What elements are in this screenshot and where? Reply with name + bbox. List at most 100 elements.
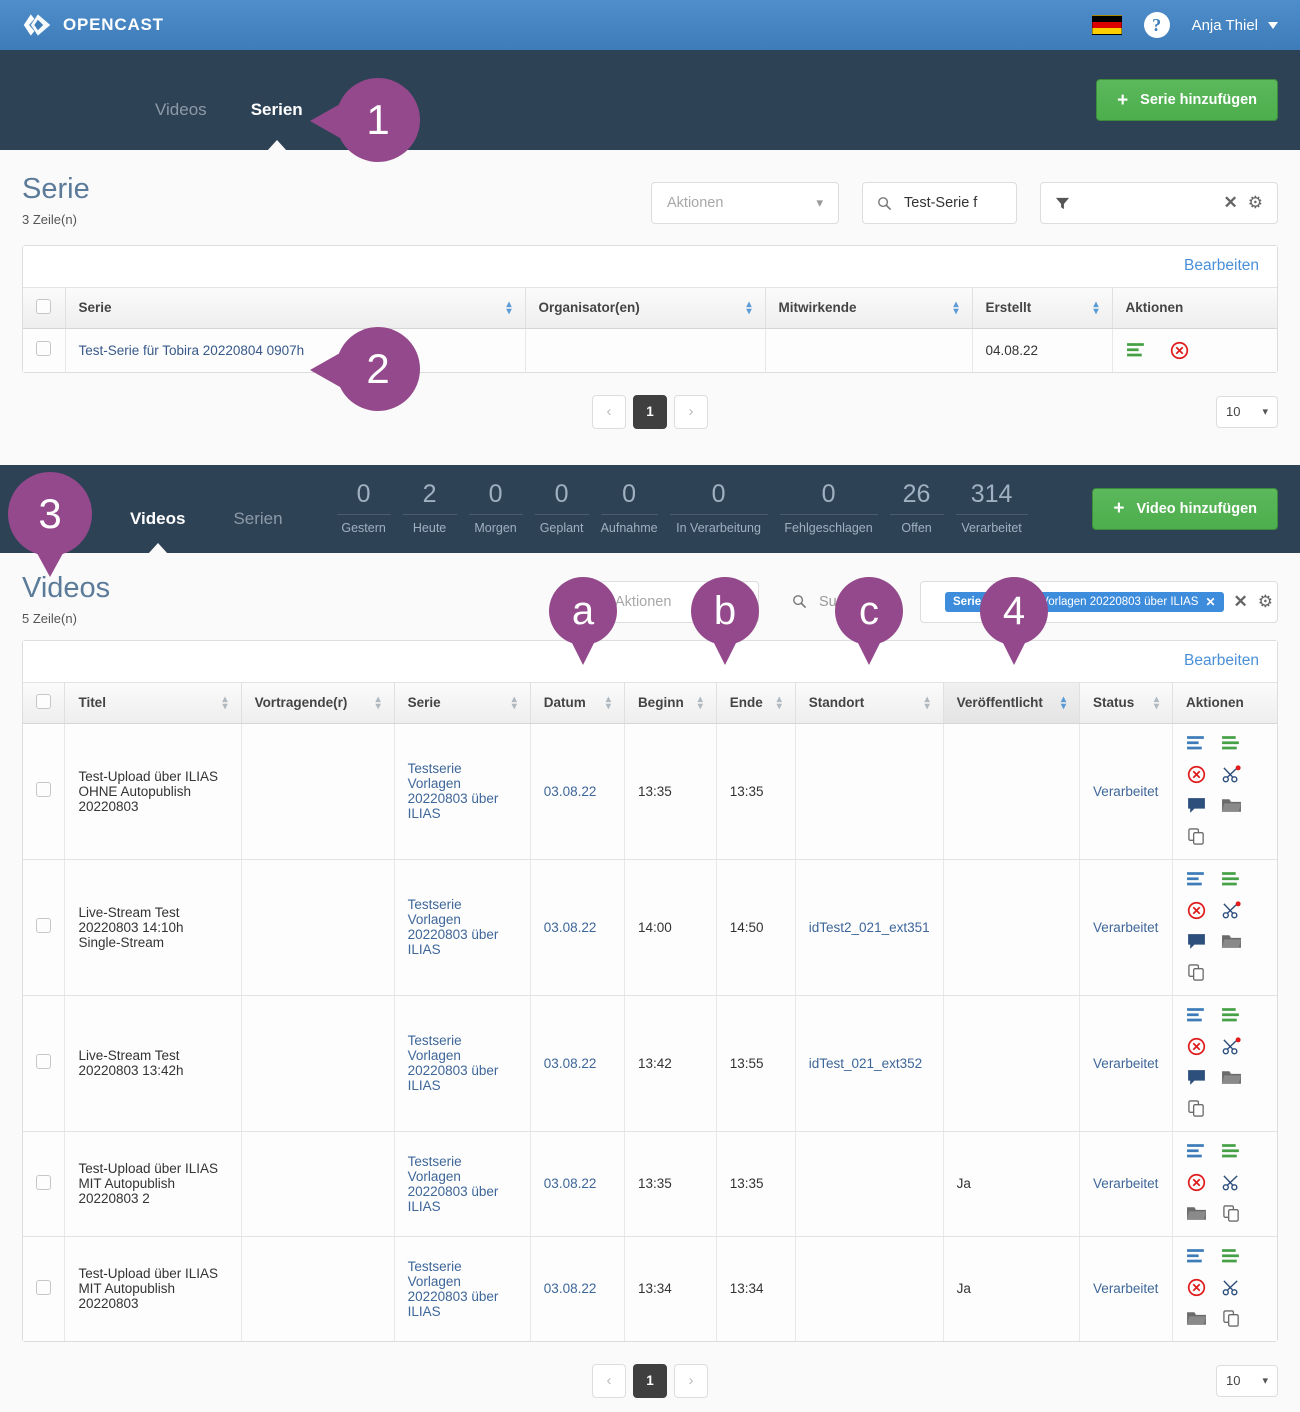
- sort-icon[interactable]: ▴ ▾: [697, 693, 703, 712]
- chevron-down-icon[interactable]: [1268, 21, 1278, 29]
- filter-icon[interactable]: [1055, 196, 1070, 211]
- cut-icon[interactable]: [1221, 1173, 1242, 1195]
- series-search-input[interactable]: Test-Serie f: [862, 182, 1017, 224]
- tab-serien[interactable]: Serien: [233, 508, 283, 528]
- sort-icon[interactable]: ▴ ▾: [776, 693, 782, 712]
- stat-fehlgeschlagen[interactable]: 0 Fehlgeschlagen: [774, 482, 884, 535]
- folder-icon[interactable]: [1186, 1204, 1207, 1226]
- list-green-icon[interactable]: [1221, 1006, 1242, 1028]
- videos-col-standort[interactable]: Standort ▴ ▾: [795, 682, 944, 724]
- series-col-organisator[interactable]: Organisator(en) ▴ ▾: [525, 287, 766, 329]
- sort-icon[interactable]: ▴ ▾: [924, 693, 930, 712]
- sort-icon[interactable]: ▴ ▾: [506, 298, 512, 317]
- series-col-serie[interactable]: Serie ▴ ▾: [65, 287, 526, 329]
- series-link[interactable]: Testserie Vorlagen 20220803 über ILIAS: [407, 897, 499, 958]
- clear-filters-icon[interactable]: ✕: [1233, 591, 1248, 611]
- stat-gestern[interactable]: 0 Gestern: [331, 482, 397, 535]
- copy-icon[interactable]: [1221, 1309, 1242, 1331]
- videos-col-vortragende[interactable]: Vortragende(r) ▴ ▾: [241, 682, 395, 724]
- videos-filter-bar[interactable]: Serie: Testserie Vorlagen 20220803 über …: [920, 580, 1278, 623]
- copy-icon[interactable]: [1186, 963, 1207, 985]
- help-icon[interactable]: ?: [1143, 12, 1170, 38]
- remove-filter-icon[interactable]: ✕: [1205, 594, 1216, 609]
- list-green-icon[interactable]: [1221, 1142, 1242, 1164]
- folder-icon[interactable]: [1221, 1068, 1242, 1090]
- delete-icon[interactable]: [1186, 1173, 1207, 1195]
- series-edit-link[interactable]: Bearbeiten: [1184, 257, 1259, 275]
- series-link[interactable]: Test-Serie für Tobira 20220804 0907h: [78, 342, 305, 358]
- clear-filters-icon[interactable]: ✕: [1223, 193, 1238, 212]
- table-row[interactable]: Test-Upload über ILIAS MIT Autopublish 2…: [23, 1131, 1277, 1237]
- list-green-icon[interactable]: [1126, 341, 1147, 360]
- videos-page-1-button[interactable]: 1: [633, 1363, 667, 1398]
- user-name[interactable]: Anja Thiel: [1191, 16, 1258, 34]
- table-row[interactable]: Test-Upload über ILIAS MIT Autopublish 2…: [23, 1236, 1277, 1341]
- series-page-1-button[interactable]: 1: [633, 394, 667, 429]
- table-row[interactable]: Live-Stream Test 20220803 14:10h Single-…: [23, 859, 1277, 996]
- comment-icon[interactable]: [1186, 1068, 1207, 1090]
- videos-col-veroeffentlicht[interactable]: Veröffentlicht ▴ ▾: [943, 682, 1081, 724]
- videos-col-datum[interactable]: Datum ▴ ▾: [530, 682, 625, 724]
- brand[interactable]: OPENCAST: [22, 12, 164, 38]
- sort-icon[interactable]: ▴ ▾: [1153, 693, 1159, 712]
- delete-icon[interactable]: [1186, 901, 1207, 923]
- table-row[interactable]: Live-Stream Test 20220803 13:42h Testseri…: [23, 995, 1277, 1132]
- series-link[interactable]: Testserie Vorlagen 20220803 über ILIAS: [407, 761, 499, 822]
- gear-icon[interactable]: ⚙: [1257, 591, 1274, 611]
- row-checkbox[interactable]: [36, 1054, 52, 1070]
- comment-icon[interactable]: [1186, 932, 1207, 954]
- series-col-mitwirkende[interactable]: Mitwirkende ▴ ▾: [765, 287, 973, 329]
- row-checkbox[interactable]: [36, 918, 52, 934]
- copy-icon[interactable]: [1186, 1099, 1207, 1121]
- row-checkbox[interactable]: [36, 1174, 52, 1190]
- delete-icon[interactable]: [1169, 341, 1190, 360]
- videos-col-beginn[interactable]: Beginn ▴ ▾: [624, 682, 717, 724]
- delete-icon[interactable]: [1186, 765, 1207, 787]
- select-all-checkbox[interactable]: [36, 693, 52, 709]
- tab-videos-top[interactable]: Videos: [155, 100, 207, 119]
- list-green-icon[interactable]: [1221, 870, 1242, 892]
- table-row[interactable]: Test-Upload über ILIAS OHNE Autopublish …: [23, 723, 1277, 860]
- series-per-page-select[interactable]: 10 ▾: [1216, 395, 1278, 428]
- select-all-checkbox[interactable]: [36, 298, 52, 314]
- row-checkbox[interactable]: [36, 1279, 52, 1295]
- sort-icon[interactable]: ▴ ▾: [511, 693, 517, 712]
- videos-next-page-button[interactable]: ›: [674, 1363, 708, 1398]
- cut-alert-icon[interactable]: [1221, 1037, 1242, 1059]
- delete-icon[interactable]: [1186, 1037, 1207, 1059]
- add-series-button[interactable]: + Serie hinzufügen: [1096, 79, 1278, 121]
- folder-icon[interactable]: [1221, 796, 1242, 818]
- stat-aufnahme[interactable]: 0 Aufnahme: [600, 480, 658, 536]
- cut-alert-icon[interactable]: [1221, 765, 1242, 787]
- row-checkbox[interactable]: [36, 782, 52, 798]
- sort-icon[interactable]: ▴ ▾: [605, 693, 611, 712]
- series-prev-page-button[interactable]: ‹: [592, 394, 626, 429]
- sort-icon[interactable]: ▴ ▾: [222, 693, 228, 712]
- stat-verarbeitet[interactable]: 314 Verarbeitet: [950, 482, 1034, 535]
- delete-icon[interactable]: [1186, 1278, 1207, 1300]
- german-flag-icon[interactable]: [1091, 15, 1122, 35]
- comment-icon[interactable]: [1186, 796, 1207, 818]
- series-link[interactable]: Testserie Vorlagen 20220803 über ILIAS: [407, 1258, 499, 1319]
- series-link[interactable]: Testserie Vorlagen 20220803 über ILIAS: [407, 1153, 499, 1214]
- tab-videos[interactable]: Videos: [130, 509, 185, 533]
- list-blue-icon[interactable]: [1186, 1142, 1207, 1164]
- stat-heute[interactable]: 2 Heute: [397, 482, 463, 535]
- videos-edit-link[interactable]: Bearbeiten: [1184, 652, 1259, 670]
- series-link[interactable]: Testserie Vorlagen 20220803 über ILIAS: [407, 1033, 499, 1094]
- videos-prev-page-button[interactable]: ‹: [592, 1363, 626, 1398]
- copy-icon[interactable]: [1186, 827, 1207, 849]
- folder-icon[interactable]: [1186, 1309, 1207, 1331]
- sort-icon[interactable]: ▴ ▾: [1093, 298, 1099, 317]
- sort-icon[interactable]: ▴ ▾: [953, 298, 959, 317]
- gear-icon[interactable]: ⚙: [1247, 193, 1263, 212]
- series-col-erstellt[interactable]: Erstellt ▴ ▾: [972, 287, 1113, 329]
- list-green-icon[interactable]: [1221, 1247, 1242, 1269]
- series-actions-select[interactable]: Aktionen ▾: [651, 182, 839, 224]
- stat-offen[interactable]: 26 Offen: [884, 482, 950, 535]
- copy-icon[interactable]: [1221, 1204, 1242, 1226]
- cut-icon[interactable]: [1221, 1278, 1242, 1300]
- row-checkbox[interactable]: [36, 341, 52, 357]
- list-blue-icon[interactable]: [1186, 870, 1207, 892]
- sort-icon[interactable]: ▴ ▾: [375, 693, 381, 712]
